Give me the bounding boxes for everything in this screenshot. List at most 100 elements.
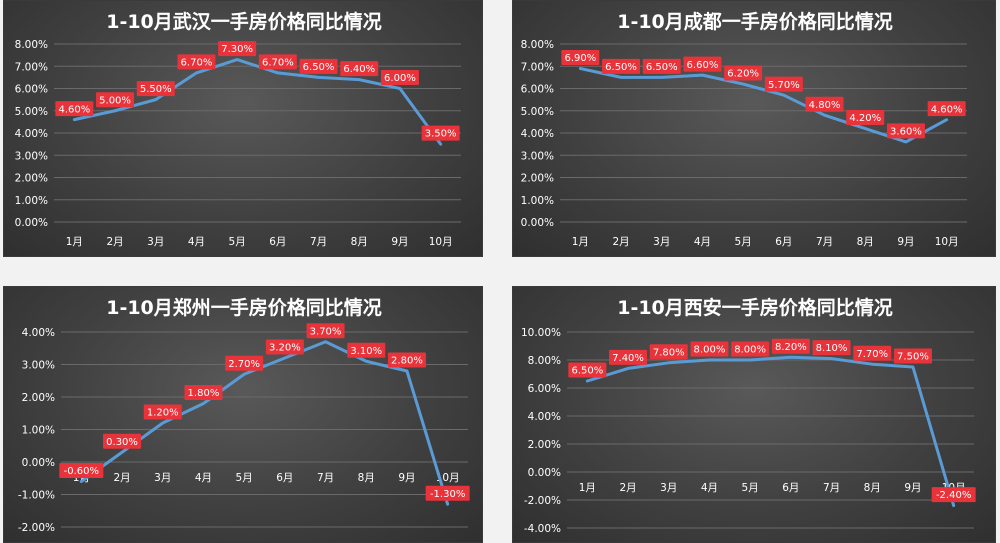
y-tick-label: -4.00% (524, 523, 561, 535)
x-tick-label: 5月 (735, 236, 752, 248)
x-tick-label: 6月 (782, 482, 799, 494)
x-tick-label: 9月 (391, 236, 408, 248)
series-line-chengdu (578, 66, 949, 144)
data-label-text: 8.20% (775, 342, 807, 353)
data-label-text: 6.70% (181, 58, 213, 69)
x-tick-label: 3月 (653, 236, 670, 248)
y-tick-label: 7.00% (521, 61, 554, 73)
data-label-text: 8.00% (694, 345, 726, 356)
x-tick-label: 9月 (897, 236, 914, 248)
data-label: 4.60% (927, 101, 966, 117)
data-label-box (218, 41, 257, 57)
data-label: 7.40% (609, 349, 648, 365)
chart-title: 1-10月武汉一手房价格同比情况 (106, 10, 382, 33)
x-tick-label: 8月 (358, 472, 375, 484)
data-label: 7.80% (649, 344, 688, 360)
data-label-box (886, 123, 925, 139)
x-tick-label: 7月 (317, 472, 334, 484)
data-label-text: 3.70% (310, 326, 342, 337)
data-label-text: 4.20% (849, 113, 881, 124)
data-label: 6.50% (299, 58, 338, 74)
series-line-wuhan (72, 58, 443, 146)
data-label-text: 0.30% (106, 437, 138, 448)
data-label: 7.70% (853, 345, 892, 361)
data-label: 1.80% (184, 385, 223, 400)
y-tick-label: 6.00% (521, 84, 554, 96)
chart-panel-zhengzhou: 1-10月郑州一手房价格同比情况 -2.00% -1.00% 0.00% 1.00% 2.… (3, 286, 483, 543)
data-label-text: 6.50% (303, 62, 335, 73)
x-tick-label: 1月 (66, 236, 83, 248)
data-label-box (380, 70, 419, 85)
data-label-box (143, 404, 182, 420)
data-label-box (609, 349, 648, 365)
data-label-text: 7.70% (856, 349, 888, 360)
x-tick-label: 7月 (310, 236, 327, 248)
data-label: 6.50% (602, 58, 641, 74)
data-label: 4.60% (55, 101, 94, 117)
x-tick-label: 2月 (612, 236, 629, 248)
y-tick-label: -2.00% (18, 522, 55, 534)
data-label: 6.90% (561, 49, 600, 65)
series-line-zhengzhou (79, 340, 450, 506)
x-tick-label: 5月 (229, 236, 246, 248)
y-tick-label: -1.00% (18, 490, 55, 502)
data-label: 6.50% (568, 362, 607, 378)
data-label-box (347, 342, 386, 358)
y-tick-label: 5.00% (15, 106, 48, 118)
data-label-box (812, 340, 851, 356)
y-tick-label: 8.00% (521, 39, 554, 51)
chart-panel-chengdu: 1-10月成都一手房价格同比情况 0.00% 1.00% 2.00% 3.00% 4.00… (512, 0, 996, 257)
data-label: 7.30% (218, 41, 257, 57)
y-tick-label: 1.00% (15, 195, 48, 207)
data-label-box (225, 355, 264, 371)
data-label: 3.60% (886, 123, 925, 139)
chart-panel-wuhan: 1-10月武汉一手房价格同比情况 0.00% 1.00% 2.00% 3.00% 4.00… (3, 0, 483, 257)
data-label-box (846, 110, 885, 126)
data-label-text: 5.50% (140, 84, 172, 95)
chart-zhengzhou: 1-10月郑州一手房价格同比情况 -2.00% -1.00% 0.00% 1.00% 2.… (18, 296, 470, 534)
chart-panel-xian: 1-10月西安一手房价格同比情况 -4.00% -2.00% 0.00% 2.00% 4.… (512, 286, 996, 543)
data-label-box (387, 352, 426, 368)
data-label: 7.50% (893, 348, 932, 364)
y-tick-label: 8.00% (15, 39, 48, 51)
y-tick-label: 4.00% (22, 327, 55, 339)
data-label-text: 1.20% (147, 408, 179, 419)
data-label-box (893, 348, 932, 364)
x-tick-label: 4月 (195, 472, 212, 484)
data-label-box (731, 341, 770, 357)
x-tick-label: 8月 (351, 236, 368, 248)
y-tick-label: 3.00% (15, 150, 48, 162)
data-label-text: 4.80% (809, 100, 841, 111)
x-tick-label: 8月 (857, 236, 874, 248)
data-label-box (136, 81, 175, 97)
data-label: 8.00% (690, 341, 729, 357)
y-tick-label: 1.00% (521, 195, 554, 207)
data-label-text: 8.10% (816, 343, 848, 354)
y-tick-label: 0.00% (521, 217, 554, 229)
data-label-box (649, 344, 688, 360)
data-label: 5.70% (764, 76, 803, 92)
x-tick-label: 1月 (579, 482, 596, 494)
x-tick-label: 2月 (106, 236, 123, 248)
x-tick-label: 7月 (816, 236, 833, 248)
data-label-box (425, 485, 470, 501)
x-tick-label: 9月 (398, 472, 415, 484)
data-label-box (96, 92, 135, 108)
x-tick-label: 2月 (113, 472, 130, 484)
data-label-box (931, 487, 976, 503)
data-label-text: 7.50% (897, 352, 929, 363)
chart-xian: 1-10月西安一手房价格同比情况 -4.00% -2.00% 0.00% 2.00% 4.… (521, 296, 976, 535)
x-tick-label: 2月 (619, 482, 636, 494)
data-label: 8.10% (812, 340, 851, 356)
data-label-box (103, 433, 142, 449)
x-tick-label: 6月 (276, 472, 293, 484)
data-label-text: -1.30% (430, 489, 465, 500)
data-label-text: 3.10% (350, 346, 382, 357)
data-label: 3.50% (421, 125, 460, 141)
data-label-text: -2.40% (936, 490, 971, 501)
data-label: 4.20% (846, 110, 885, 126)
x-tick-label: 4月 (188, 236, 205, 248)
chart-chengdu: 1-10月成都一手房价格同比情况 0.00% 1.00% 2.00% 3.00% 4.00… (521, 10, 967, 248)
y-tick-label: 1.00% (22, 425, 55, 437)
chart-title: 1-10月成都一手房价格同比情况 (617, 10, 893, 33)
